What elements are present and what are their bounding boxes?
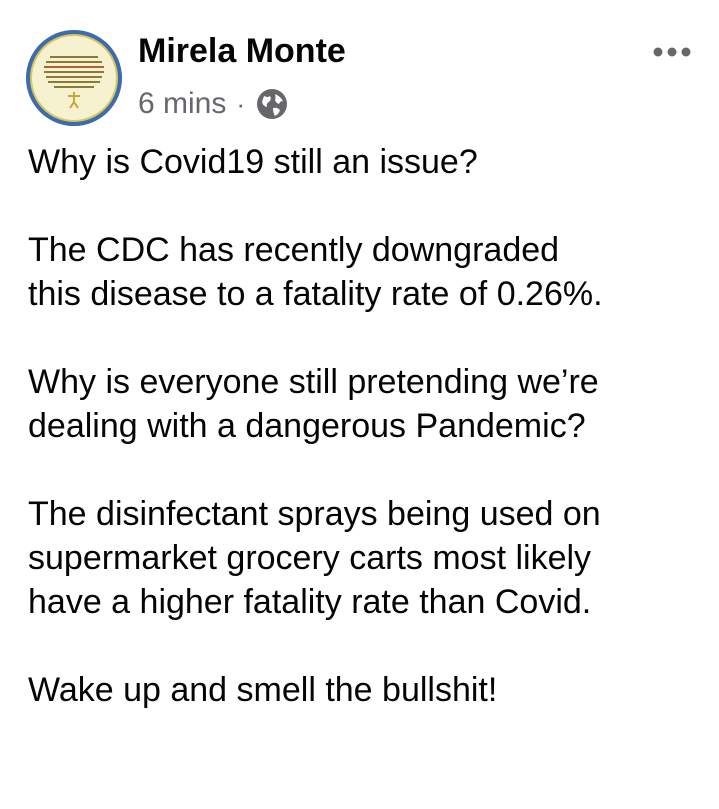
- text-line: have a higher fatality rate than Covid.: [28, 583, 592, 621]
- author-name[interactable]: Mirela Monte: [138, 32, 346, 70]
- post-paragraph: Why is everyone still pretending we’re d…: [28, 360, 708, 448]
- post-time[interactable]: 6 mins: [138, 87, 227, 120]
- text-line: Wake up and smell the bullshit!: [28, 671, 498, 709]
- meta-separator: ·: [236, 88, 246, 119]
- post-header: Mirela Monte 6 mins ·: [0, 0, 719, 140]
- post-body: Why is Covid19 still an issue? The CDC h…: [28, 140, 708, 756]
- post-paragraph: Wake up and smell the bullshit!: [28, 668, 708, 712]
- avatar[interactable]: [26, 30, 122, 126]
- text-line: The CDC has recently downgraded: [28, 231, 560, 269]
- post-paragraph: The CDC has recently downgraded this dis…: [28, 228, 708, 316]
- avatar-image: [44, 56, 104, 109]
- text-line: supermarket grocery carts most likely: [28, 539, 592, 577]
- text-line: dealing with a dangerous Pandemic?: [28, 407, 586, 445]
- post-meta: 6 mins ·: [138, 84, 289, 124]
- text-line: The disinfectant sprays being used on: [28, 495, 601, 533]
- globe-icon[interactable]: [255, 87, 289, 121]
- post-paragraph: Why is Covid19 still an issue?: [28, 140, 708, 184]
- post-paragraph: The disinfectant sprays being used on su…: [28, 492, 708, 624]
- text-line: this disease to a fatality rate of 0.26%…: [28, 275, 603, 313]
- more-options-icon[interactable]: [650, 42, 694, 62]
- text-line: Why is Covid19 still an issue?: [28, 143, 478, 181]
- text-line: Why is everyone still pretending we’re: [28, 363, 599, 401]
